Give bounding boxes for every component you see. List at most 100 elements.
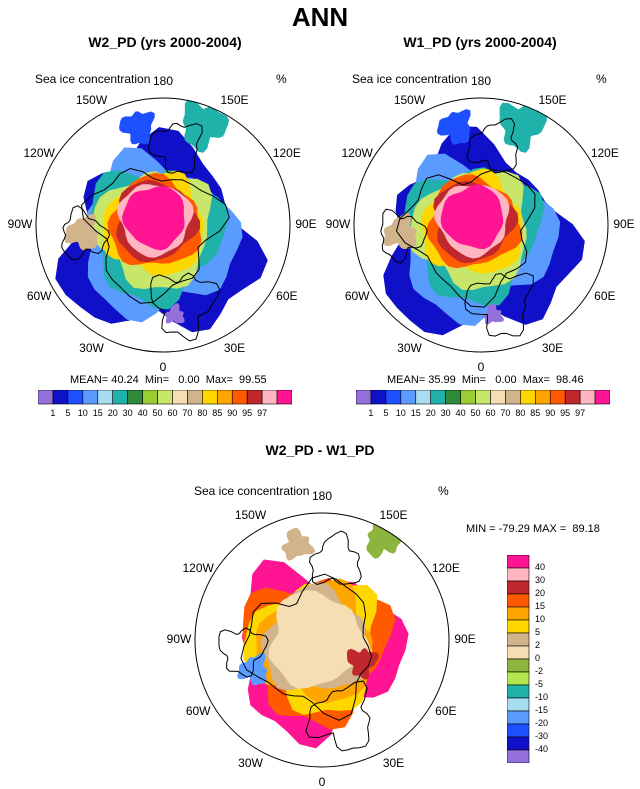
colorbar-box <box>507 580 530 595</box>
colorbar-box <box>505 390 521 405</box>
colorbar-tick-label: 40 <box>535 562 546 572</box>
colorbar-tick-label: 80 <box>197 408 208 418</box>
colorbar-box <box>142 390 158 405</box>
longitude-label: 90E <box>295 217 317 231</box>
ice-contour-band <box>119 111 155 145</box>
colorbar-box <box>534 390 551 405</box>
coastline <box>61 205 111 261</box>
diff-contour-band <box>237 652 268 686</box>
colorbar-tick-label: 70 <box>182 408 193 418</box>
coastline <box>395 169 536 308</box>
coastline <box>148 122 203 174</box>
longitude-label: 60W <box>26 288 52 303</box>
colorbar-box <box>520 390 536 405</box>
colorbar-box <box>261 390 278 405</box>
ice-contour-band <box>437 109 471 145</box>
colorbar-box <box>507 671 530 686</box>
colorbar-box <box>549 390 566 405</box>
longitude-label: 90W <box>166 632 192 646</box>
figure-title: ANN <box>291 2 349 32</box>
colorbar-box <box>276 390 292 405</box>
coastline <box>80 167 230 304</box>
longitude-label: 180 <box>470 74 492 88</box>
longitude-label: 150W <box>234 508 267 523</box>
colorbar-box <box>67 390 84 405</box>
longitude-label: 120W <box>182 560 214 575</box>
colorbar-box <box>579 390 596 405</box>
colorbar-box <box>507 593 530 608</box>
colorbar-tick-label: 97 <box>575 408 586 418</box>
longitude-label: 120W <box>23 145 55 160</box>
longitude-label: 90W <box>7 217 33 231</box>
colorbar-box <box>507 645 530 660</box>
polar-map-1 <box>36 98 290 352</box>
longitude-label: 60E <box>276 288 298 303</box>
longitude-label: 60E <box>594 288 616 303</box>
coastline <box>305 680 371 752</box>
map-border <box>35 97 291 353</box>
colorbar-box <box>82 390 99 405</box>
colorbar-tick-label: 20 <box>107 408 118 418</box>
longitude-label: 30W <box>238 755 263 770</box>
panel1-colorbar <box>38 390 292 405</box>
colorbar-box <box>507 555 530 569</box>
colorbar-box <box>370 390 387 405</box>
colorbar-tick-label: 95 <box>242 408 253 418</box>
colorbar-tick-label: 85 <box>212 408 223 418</box>
colorbar-box <box>507 606 530 621</box>
colorbar-box <box>231 390 248 405</box>
ice-contour-band <box>440 184 504 249</box>
colorbar-tick-label: -15 <box>535 705 549 715</box>
longitude-label: 90E <box>454 632 476 646</box>
longitude-label: 60W <box>185 703 211 718</box>
panel1-variable-label: Sea ice concentration <box>35 72 151 86</box>
longitude-label: 150E <box>379 508 408 523</box>
colorbar-box <box>415 390 432 405</box>
colorbar-tick-label: 1 <box>368 408 374 418</box>
longitude-label: 180 <box>311 489 333 503</box>
colorbar-box <box>38 390 54 405</box>
colorbar-tick-label: 60 <box>485 408 496 418</box>
colorbar-tick-label: 10 <box>535 614 546 624</box>
colorbar-tick-label: -20 <box>535 718 549 728</box>
colorbar-tick-label: 15 <box>410 408 421 418</box>
colorbar-tick-label: 5 <box>535 627 541 637</box>
longitude-label: 30E <box>223 340 246 355</box>
longitude-label: 30E <box>382 755 405 770</box>
panel2-stats: MEAN= 35.99 Min= 0.00 Max= 98.46 <box>387 374 584 386</box>
longitude-label: 0 <box>159 360 167 374</box>
longitude-label: 180 <box>152 74 174 88</box>
colorbar-tick-label: 85 <box>530 408 541 418</box>
colorbar-tick-label: 2 <box>535 640 541 650</box>
diff-contour-band <box>281 527 316 561</box>
colorbar-box <box>97 390 114 405</box>
colorbar-box <box>187 390 203 405</box>
coastline <box>380 208 428 264</box>
colorbar-box <box>127 390 143 405</box>
colorbar-box <box>507 658 530 673</box>
colorbar-box <box>507 567 530 582</box>
colorbar-box <box>507 710 530 725</box>
colorbar-tick-label: 10 <box>77 408 88 418</box>
ice-contour-band <box>482 303 504 325</box>
coastline <box>309 530 362 585</box>
polar-map-2 <box>354 98 608 352</box>
ice-contour-band <box>383 212 417 250</box>
colorbar-tick-label: 80 <box>515 408 526 418</box>
colorbar-box <box>507 619 530 634</box>
colorbar-tick-label: 60 <box>167 408 178 418</box>
colorbar-tick-label: 40 <box>137 408 148 418</box>
colorbar-box <box>475 390 491 405</box>
colorbar-tick-label: 97 <box>257 408 268 418</box>
coastline <box>218 627 269 678</box>
colorbar-box <box>507 736 530 751</box>
longitude-label: 150W <box>393 93 426 108</box>
map-border <box>353 97 609 353</box>
panel1-stats: MEAN= 40.24 Min= 0.00 Max= 99.55 <box>70 374 267 386</box>
colorbar-box <box>490 390 506 405</box>
coastline <box>240 573 373 721</box>
colorbar-tick-label: 70 <box>500 408 511 418</box>
colorbar-tick-label: 5 <box>383 408 389 418</box>
longitude-label: 120E <box>431 560 460 575</box>
colorbar-box <box>385 390 402 405</box>
